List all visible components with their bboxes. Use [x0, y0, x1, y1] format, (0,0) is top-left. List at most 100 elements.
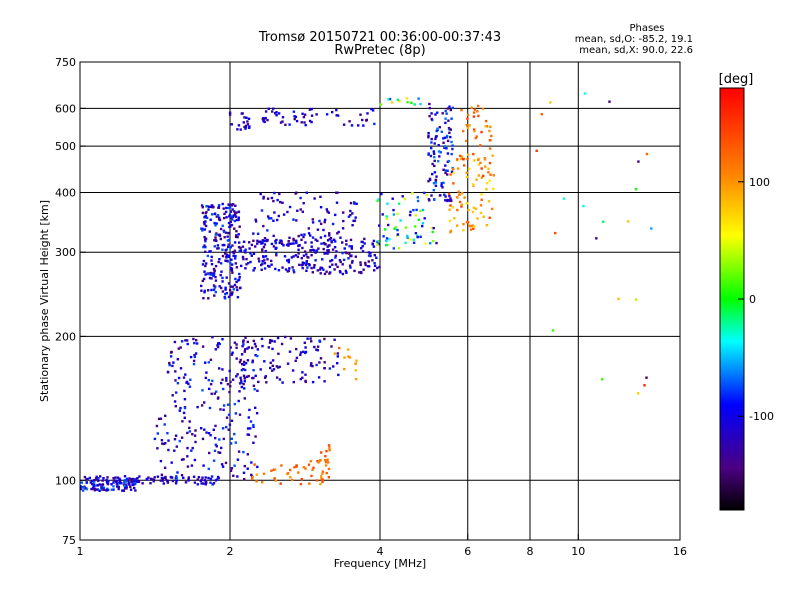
data-point — [248, 241, 251, 244]
data-point — [316, 239, 319, 242]
data-point — [297, 252, 300, 255]
data-point — [294, 115, 298, 119]
data-point — [238, 390, 241, 393]
data-point — [359, 263, 362, 267]
data-point — [365, 119, 368, 122]
x-axis-label: Frequency [MHz] — [334, 557, 426, 570]
data-point — [429, 242, 432, 245]
data-point — [176, 358, 179, 361]
data-point — [432, 239, 435, 243]
data-point — [336, 265, 339, 269]
data-point — [394, 225, 397, 229]
data-point — [233, 219, 237, 223]
colorbar-tick-label-0: 0 — [749, 293, 756, 306]
data-point — [650, 227, 653, 230]
data-point — [181, 420, 184, 423]
data-point — [213, 221, 216, 225]
data-point — [229, 220, 232, 224]
data-point — [236, 296, 240, 299]
data-point — [342, 211, 345, 214]
data-point — [463, 164, 466, 167]
data-point — [80, 487, 82, 491]
data-point — [244, 267, 247, 270]
data-point — [228, 206, 232, 209]
data-point — [292, 255, 295, 258]
data-point — [174, 379, 177, 382]
data-point — [349, 201, 353, 205]
data-point — [275, 246, 278, 250]
data-point — [448, 128, 451, 131]
data-point — [430, 137, 433, 141]
data-point — [474, 136, 477, 140]
data-point — [245, 375, 249, 378]
data-point — [125, 485, 128, 488]
data-point — [215, 390, 218, 393]
colorbar-ticks: 100 0 -100 — [738, 176, 774, 423]
data-point — [235, 280, 238, 284]
data-point — [274, 479, 277, 482]
data-point — [299, 482, 303, 486]
data-point — [256, 239, 259, 242]
data-point — [259, 192, 262, 196]
data-point — [242, 343, 245, 346]
data-point — [262, 224, 265, 228]
y-tick-label-600: 600 — [55, 102, 76, 115]
data-point — [83, 475, 87, 479]
data-point — [193, 434, 197, 437]
data-point — [218, 367, 221, 370]
data-point — [490, 134, 493, 138]
data-point — [116, 476, 120, 479]
data-point — [213, 392, 216, 395]
data-point — [268, 341, 272, 344]
data-point — [342, 258, 346, 262]
data-point — [214, 275, 217, 279]
data-point — [449, 204, 452, 207]
data-point — [230, 419, 234, 422]
data-point — [302, 350, 305, 353]
data-point — [295, 356, 299, 360]
data-point — [416, 235, 419, 239]
data-point — [156, 432, 159, 435]
data-point — [105, 480, 109, 483]
data-point — [233, 241, 237, 244]
data-point — [480, 130, 483, 134]
data-point — [231, 291, 234, 294]
data-point — [270, 196, 274, 200]
data-point — [244, 336, 247, 339]
data-point — [303, 250, 307, 253]
data-point — [360, 247, 363, 250]
data-point — [192, 475, 196, 478]
data-point — [230, 204, 234, 207]
data-point — [485, 119, 488, 123]
data-point — [379, 103, 383, 106]
data-point — [336, 355, 339, 358]
data-point — [229, 261, 232, 265]
data-point — [300, 478, 303, 481]
data-point — [213, 269, 216, 273]
data-point — [289, 337, 293, 340]
data-point — [200, 482, 203, 485]
data-point — [462, 223, 465, 226]
data-point — [166, 371, 170, 374]
data-point — [303, 121, 306, 124]
data-point — [205, 431, 208, 434]
data-point — [85, 481, 88, 484]
data-point — [371, 243, 374, 246]
data-point — [428, 199, 431, 202]
data-point — [212, 284, 216, 287]
data-point — [192, 362, 196, 366]
data-point — [186, 342, 189, 346]
data-point — [323, 337, 326, 341]
data-point — [466, 126, 469, 130]
data-point — [200, 227, 203, 230]
data-point — [247, 374, 250, 378]
data-point — [207, 476, 210, 480]
data-point — [312, 466, 315, 469]
data-point — [239, 376, 242, 379]
data-point — [213, 449, 217, 452]
data-point — [233, 283, 237, 287]
data-point — [412, 241, 416, 244]
data-point — [224, 461, 228, 465]
data-point — [323, 234, 327, 238]
data-point — [350, 245, 353, 248]
